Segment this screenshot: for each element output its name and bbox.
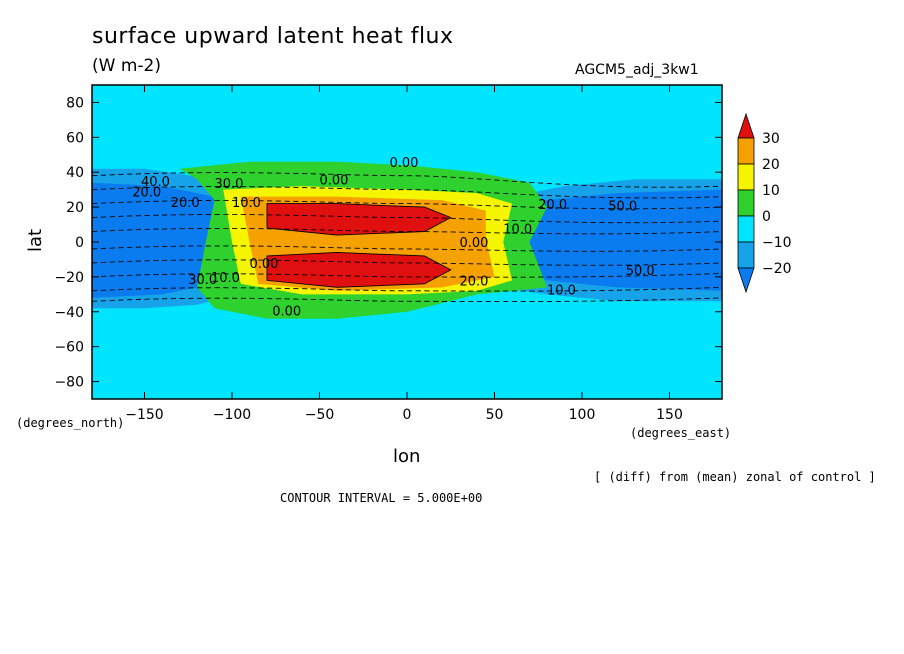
contour-label: 0.00 (250, 257, 279, 272)
x-tick-label: 50 (486, 407, 504, 423)
contour-labels: 0.00 0.00 0.00 0.00 0.00 20.0 10.0 10.0 20.0 50.0… (132, 156, 654, 319)
colorbar-label: −20 (762, 261, 792, 277)
y-tick-label: −20 (54, 270, 84, 286)
contour-line-negative (92, 272, 722, 278)
contour-line-negative (92, 297, 722, 303)
contour-label: 0.00 (320, 173, 349, 188)
contour-line-negative (92, 286, 722, 292)
contour-label: 30.0 (215, 177, 244, 192)
colorbar-swatch (737, 241, 755, 269)
colorbar-label: 20 (762, 157, 780, 173)
contour-label: 40.0 (141, 175, 170, 190)
x-axis-label: lon (393, 446, 421, 467)
y-axis-label: lat (25, 228, 47, 253)
region-gt-30-north (266, 203, 452, 236)
chart-title: surface upward latent heat flux (92, 24, 454, 49)
colorbar-label: 10 (762, 183, 780, 199)
contour-label: 10.0 (211, 271, 240, 286)
contour-interval: CONTOUR INTERVAL = 5.000E+00 (280, 491, 483, 505)
contour-label: 30.0 (188, 273, 217, 288)
x-tick-label: 100 (569, 407, 596, 423)
y-tick-label: 80 (66, 95, 84, 111)
colorbar-label: 0 (762, 209, 771, 225)
contour-label: 20.0 (460, 275, 489, 290)
x-unit-label: (degrees_east) (630, 426, 732, 440)
x-tick-label: −100 (213, 407, 251, 423)
run-name: AGCM5_adj_3kw1 (575, 62, 699, 78)
y-tick-label: 40 (66, 165, 84, 181)
colorbar-bottom-arrow (737, 267, 755, 294)
contour-label: 50.0 (626, 264, 655, 279)
contour-label: 20.0 (171, 196, 200, 211)
contour-field (92, 85, 722, 399)
y-tick-label: −40 (54, 305, 84, 321)
contour-line-negative (92, 186, 722, 199)
region-gt-30-south (266, 252, 452, 288)
colorbar-swatch (737, 163, 755, 191)
x-tick-label: −50 (305, 407, 335, 423)
colorbar-top-arrow (737, 112, 755, 139)
colorbar-swatch (737, 137, 755, 165)
colorbar-label: −10 (762, 235, 792, 251)
contour-line-negative (92, 245, 722, 252)
contour-label: 10.0 (503, 222, 532, 237)
y-tick-label: 20 (66, 200, 84, 216)
contour-line-negative (92, 259, 722, 266)
contour-label: 10.0 (547, 283, 576, 298)
contour-line-negative (92, 200, 722, 210)
y-unit-label: (degrees_north) (16, 416, 125, 430)
contour-line-negative (92, 214, 722, 224)
contour-label: 10.0 (232, 196, 261, 211)
contour-label: 50.0 (608, 200, 637, 215)
x-tick-label: 0 (403, 407, 412, 423)
colorbar: 30 20 10 0 −10 −20 (737, 112, 792, 294)
units-label: (W m-2) (92, 56, 161, 76)
colorbar-swatch (737, 215, 755, 243)
colorbar-label: 30 (762, 131, 780, 147)
x-tick-label: −150 (125, 407, 163, 423)
contour-line-negative (92, 227, 722, 235)
y-tick-label: −80 (54, 375, 84, 391)
axes: −150 −100 −50 0 50 100 150 80 60 40 20 0 −20 −40 −60 −8… (54, 85, 722, 423)
colorbar-swatch (737, 189, 755, 217)
x-tick-label: 150 (656, 407, 683, 423)
contour-line-negative (92, 172, 722, 188)
diff-note: [ (diff) from (mean) zonal of control ] (594, 470, 876, 484)
y-tick-label: 0 (75, 235, 84, 251)
contour-label: 0.00 (272, 304, 301, 319)
contour-label: 20.0 (538, 198, 567, 213)
contour-label: 0.00 (390, 156, 419, 171)
y-tick-label: 60 (66, 130, 84, 146)
y-tick-label: −60 (54, 340, 84, 356)
contour-label: 0.00 (460, 236, 489, 251)
contour-label: 20.0 (132, 186, 161, 201)
